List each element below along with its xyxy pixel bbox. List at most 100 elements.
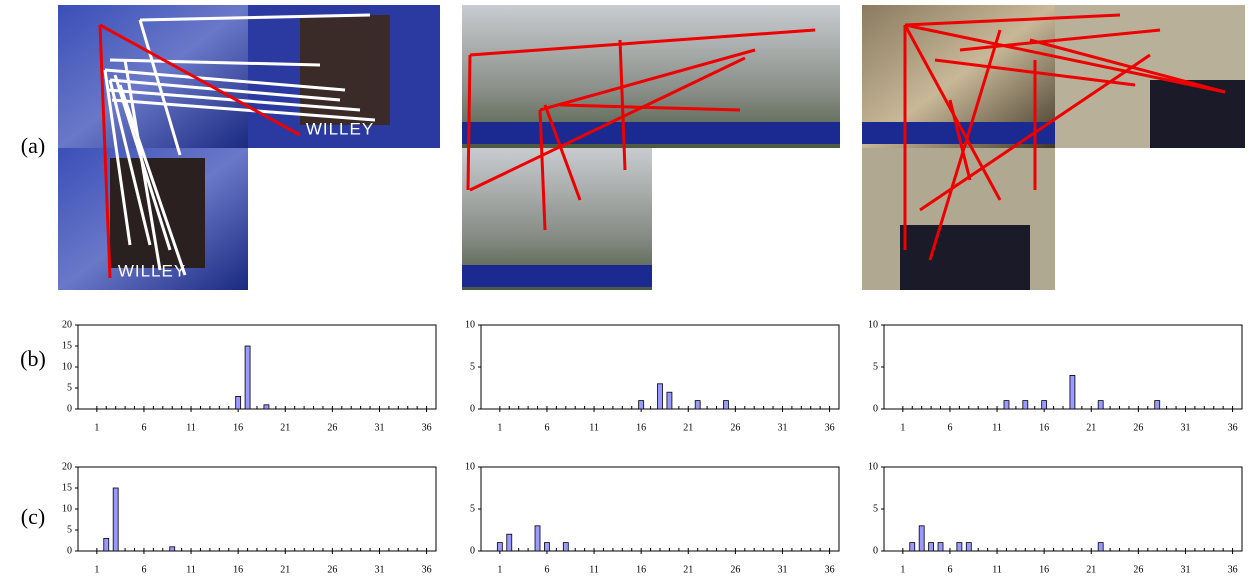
bar (639, 401, 644, 409)
y-tick-label: 5 (67, 524, 72, 535)
x-tick-label: 31 (777, 422, 787, 433)
bar (563, 543, 568, 551)
y-tick-label: 0 (470, 545, 475, 556)
image-panels: WILLEY WILLEY (58, 5, 1245, 290)
y-tick-label: 0 (67, 403, 72, 414)
x-tick-label: 26 (327, 564, 337, 575)
y-tick-label: 20 (62, 319, 72, 330)
bar (1098, 401, 1103, 409)
x-tick-label: 31 (1180, 564, 1190, 575)
bar (723, 401, 728, 409)
x-tick-label: 16 (1039, 422, 1049, 433)
x-tick-label: 1 (94, 564, 99, 575)
y-tick-label: 10 (868, 461, 878, 472)
x-tick-label: 26 (327, 422, 337, 433)
x-tick-label: 26 (730, 422, 740, 433)
x-tick-label: 6 (141, 564, 146, 575)
bar (507, 534, 512, 551)
x-tick-label: 21 (1086, 422, 1096, 433)
x-tick-label: 16 (1039, 564, 1049, 575)
bar (535, 526, 540, 551)
bar (497, 543, 502, 551)
x-tick-label: 11 (186, 564, 196, 575)
x-tick-label: 11 (589, 422, 599, 433)
bar (1023, 401, 1028, 409)
bar (170, 547, 175, 551)
ticker (462, 265, 652, 287)
ticker (462, 122, 840, 144)
x-tick-label: 36 (825, 422, 835, 433)
y-tick-label: 5 (470, 361, 475, 372)
y-tick-label: 5 (470, 503, 475, 514)
y-tick-label: 10 (465, 461, 475, 472)
photo (58, 5, 248, 148)
x-tick-label: 21 (280, 422, 290, 433)
x-tick-label: 31 (1180, 422, 1190, 433)
x-tick-label: 21 (1086, 564, 1096, 575)
y-tick-label: 5 (67, 382, 72, 393)
x-tick-label: 26 (730, 564, 740, 575)
x-tick-label: 6 (947, 422, 952, 433)
y-tick-label: 10 (868, 319, 878, 330)
x-tick-label: 36 (422, 422, 432, 433)
x-tick-label: 16 (636, 564, 646, 575)
x-tick-label: 6 (544, 564, 549, 575)
x-tick-label: 26 (1133, 422, 1143, 433)
x-tick-label: 11 (992, 564, 1002, 575)
x-tick-label: 16 (233, 564, 243, 575)
x-tick-label: 11 (992, 422, 1002, 433)
bar (113, 488, 118, 551)
bar (938, 543, 943, 551)
bar (910, 543, 915, 551)
x-tick-label: 21 (683, 564, 693, 575)
bar (264, 405, 269, 409)
x-tick-label: 26 (1133, 564, 1143, 575)
y-tick-label: 0 (67, 545, 72, 556)
bar (1155, 401, 1160, 409)
plot-frame (884, 325, 1242, 409)
x-tick-label: 31 (374, 564, 384, 575)
y-tick-label: 15 (62, 482, 72, 493)
row-label: (a) (21, 133, 45, 158)
x-tick-label: 11 (186, 422, 196, 433)
bar (245, 346, 250, 409)
y-tick-label: 10 (62, 503, 72, 514)
x-tick-label: 16 (636, 422, 646, 433)
y-tick-label: 0 (470, 403, 475, 414)
plot-frame (78, 467, 436, 551)
y-tick-label: 10 (62, 361, 72, 372)
plot-frame (884, 467, 1242, 551)
x-tick-label: 1 (497, 422, 502, 433)
x-tick-label: 1 (497, 564, 502, 575)
bar (966, 543, 971, 551)
caption: WILLEY (118, 261, 186, 280)
x-tick-label: 6 (947, 564, 952, 575)
x-tick-label: 1 (900, 422, 905, 433)
x-tick-label: 16 (233, 422, 243, 433)
x-tick-label: 1 (94, 422, 99, 433)
bar (236, 396, 241, 409)
bar (667, 392, 672, 409)
figure: WILLEY WILLEY (0, 0, 1253, 581)
bar (929, 543, 934, 551)
x-tick-label: 31 (777, 564, 787, 575)
y-tick-label: 10 (465, 319, 475, 330)
y-tick-label: 15 (62, 340, 72, 351)
y-tick-label: 20 (62, 461, 72, 472)
row-label: (c) (21, 504, 45, 529)
row-label: (b) (20, 346, 46, 371)
x-tick-label: 6 (544, 422, 549, 433)
bar (658, 384, 663, 409)
y-tick-label: 0 (873, 545, 878, 556)
bar (544, 543, 549, 551)
photo (900, 225, 1030, 290)
x-tick-label: 21 (280, 564, 290, 575)
y-tick-label: 0 (873, 403, 878, 414)
x-tick-label: 36 (825, 564, 835, 575)
bar (957, 543, 962, 551)
y-tick-label: 5 (873, 503, 878, 514)
bar (1070, 375, 1075, 409)
x-tick-label: 36 (1228, 422, 1238, 433)
bar (1098, 543, 1103, 551)
caption: WILLEY (306, 119, 374, 138)
